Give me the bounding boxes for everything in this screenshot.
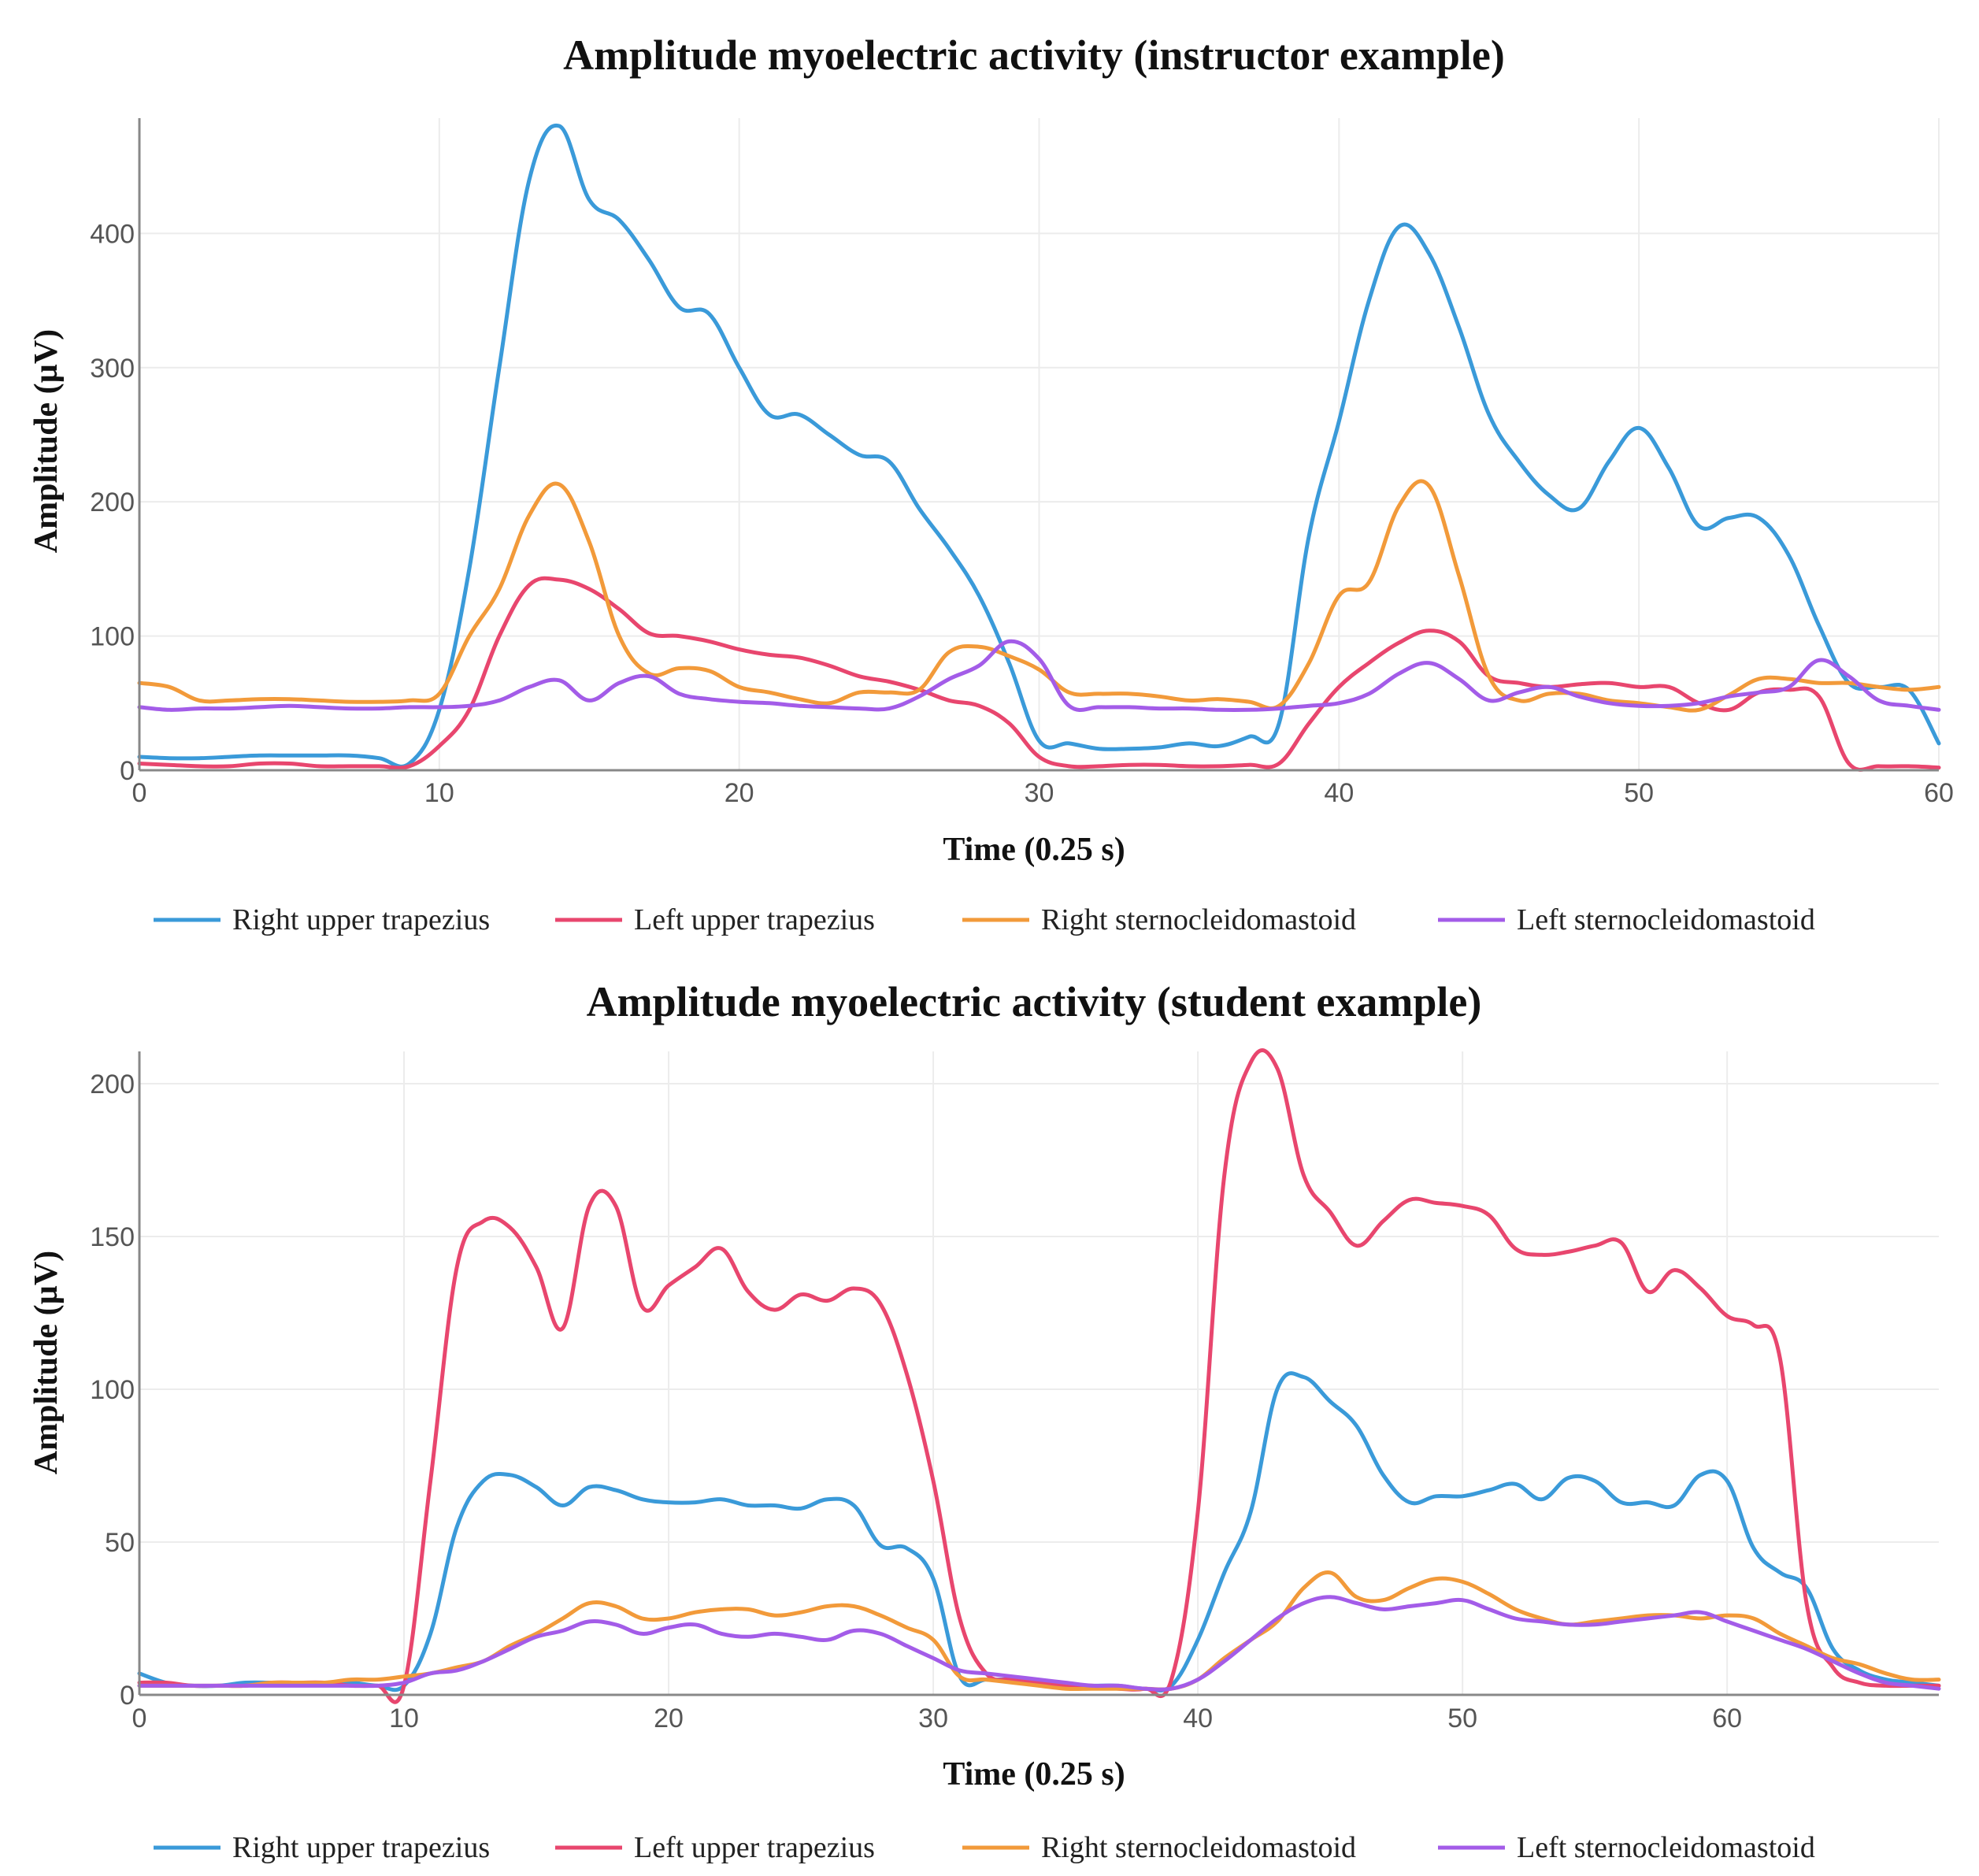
legend-item: Right upper trapezius bbox=[154, 1831, 490, 1864]
x-tick-label: 40 bbox=[1324, 778, 1354, 808]
legend-item: Right sternocleidomastoid bbox=[962, 1831, 1356, 1864]
x-tick-label: 60 bbox=[1924, 778, 1954, 808]
legend-label: Right upper trapezius bbox=[232, 1831, 490, 1864]
x-tick-label: 0 bbox=[132, 1704, 147, 1733]
series-line-4 bbox=[137, 1595, 1941, 1692]
y-axis-label: Amplitude (µV) bbox=[28, 1251, 65, 1474]
y-axis-label: Amplitude (µV) bbox=[28, 329, 65, 553]
series-layer bbox=[137, 123, 1941, 772]
student-chart: Amplitude myoelectric activity (student … bbox=[28, 978, 1941, 1864]
instructor-chart: Amplitude myoelectric activity (instruct… bbox=[28, 32, 1954, 936]
legend-label: Left sternocleidomastoid bbox=[1517, 903, 1815, 936]
series-line-3 bbox=[137, 479, 1941, 713]
grid-layer bbox=[139, 1051, 1939, 1695]
legend-item: Left upper trapezius bbox=[555, 903, 875, 936]
y-tick-label: 0 bbox=[120, 756, 135, 786]
legend: Right upper trapezius Left upper trapeziu… bbox=[154, 1831, 1815, 1864]
legend-label: Right sternocleidomastoid bbox=[1041, 903, 1356, 936]
y-tick-label: 400 bbox=[90, 219, 135, 249]
legend-item: Left upper trapezius bbox=[555, 1831, 875, 1864]
series-line-2 bbox=[137, 1048, 1941, 1704]
x-tick-label: 60 bbox=[1712, 1704, 1742, 1733]
y-tick-label: 150 bbox=[90, 1222, 135, 1252]
y-tick-label: 100 bbox=[90, 622, 135, 652]
x-tick-label: 10 bbox=[389, 1704, 419, 1733]
x-tick-label: 50 bbox=[1624, 778, 1654, 808]
y-tick-label: 100 bbox=[90, 1375, 135, 1405]
chart-title: Amplitude myoelectric activity (instruct… bbox=[563, 32, 1505, 79]
series-line-4 bbox=[137, 639, 1941, 713]
series-layer bbox=[137, 1048, 1941, 1704]
axis-layer: 0 10 20 30 40 50 60 0 50 100 150 200 bbox=[90, 1051, 1939, 1733]
y-tick-label: 0 bbox=[120, 1681, 135, 1711]
y-tick-label: 50 bbox=[105, 1528, 135, 1558]
x-axis-label: Time (0.25 s) bbox=[943, 1756, 1125, 1793]
legend-label: Left upper trapezius bbox=[634, 1831, 875, 1864]
x-tick-label: 0 bbox=[132, 778, 147, 808]
legend-label: Right upper trapezius bbox=[232, 903, 490, 936]
x-tick-label: 50 bbox=[1447, 1704, 1477, 1733]
chart-title: Amplitude myoelectric activity (student … bbox=[587, 978, 1482, 1025]
y-tick-label: 300 bbox=[90, 354, 135, 384]
legend-item: Left sternocleidomastoid bbox=[1438, 1831, 1815, 1864]
x-axis-label: Time (0.25 s) bbox=[943, 832, 1125, 868]
legend: Right upper trapezius Left upper trapeziu… bbox=[154, 903, 1815, 936]
y-tick-label: 200 bbox=[90, 488, 135, 517]
legend-item: Right upper trapezius bbox=[154, 903, 490, 936]
x-tick-label: 40 bbox=[1183, 1704, 1213, 1733]
legend-item: Left sternocleidomastoid bbox=[1438, 903, 1815, 936]
grid-layer bbox=[139, 118, 1940, 770]
legend-label: Left upper trapezius bbox=[634, 903, 875, 936]
x-tick-label: 20 bbox=[725, 778, 754, 808]
y-tick-label: 200 bbox=[90, 1070, 135, 1099]
x-tick-label: 30 bbox=[918, 1704, 948, 1733]
legend-item: Right sternocleidomastoid bbox=[962, 903, 1356, 936]
x-tick-label: 10 bbox=[424, 778, 454, 808]
legend-label: Left sternocleidomastoid bbox=[1517, 1831, 1815, 1864]
series-line-2 bbox=[137, 576, 1941, 772]
x-tick-label: 30 bbox=[1025, 778, 1054, 808]
legend-label: Right sternocleidomastoid bbox=[1041, 1831, 1356, 1864]
series-line-1 bbox=[137, 123, 1941, 769]
x-tick-label: 20 bbox=[654, 1704, 684, 1733]
axis-layer: 0 10 20 30 40 50 60 0 100 200 300 400 bbox=[90, 118, 1954, 808]
